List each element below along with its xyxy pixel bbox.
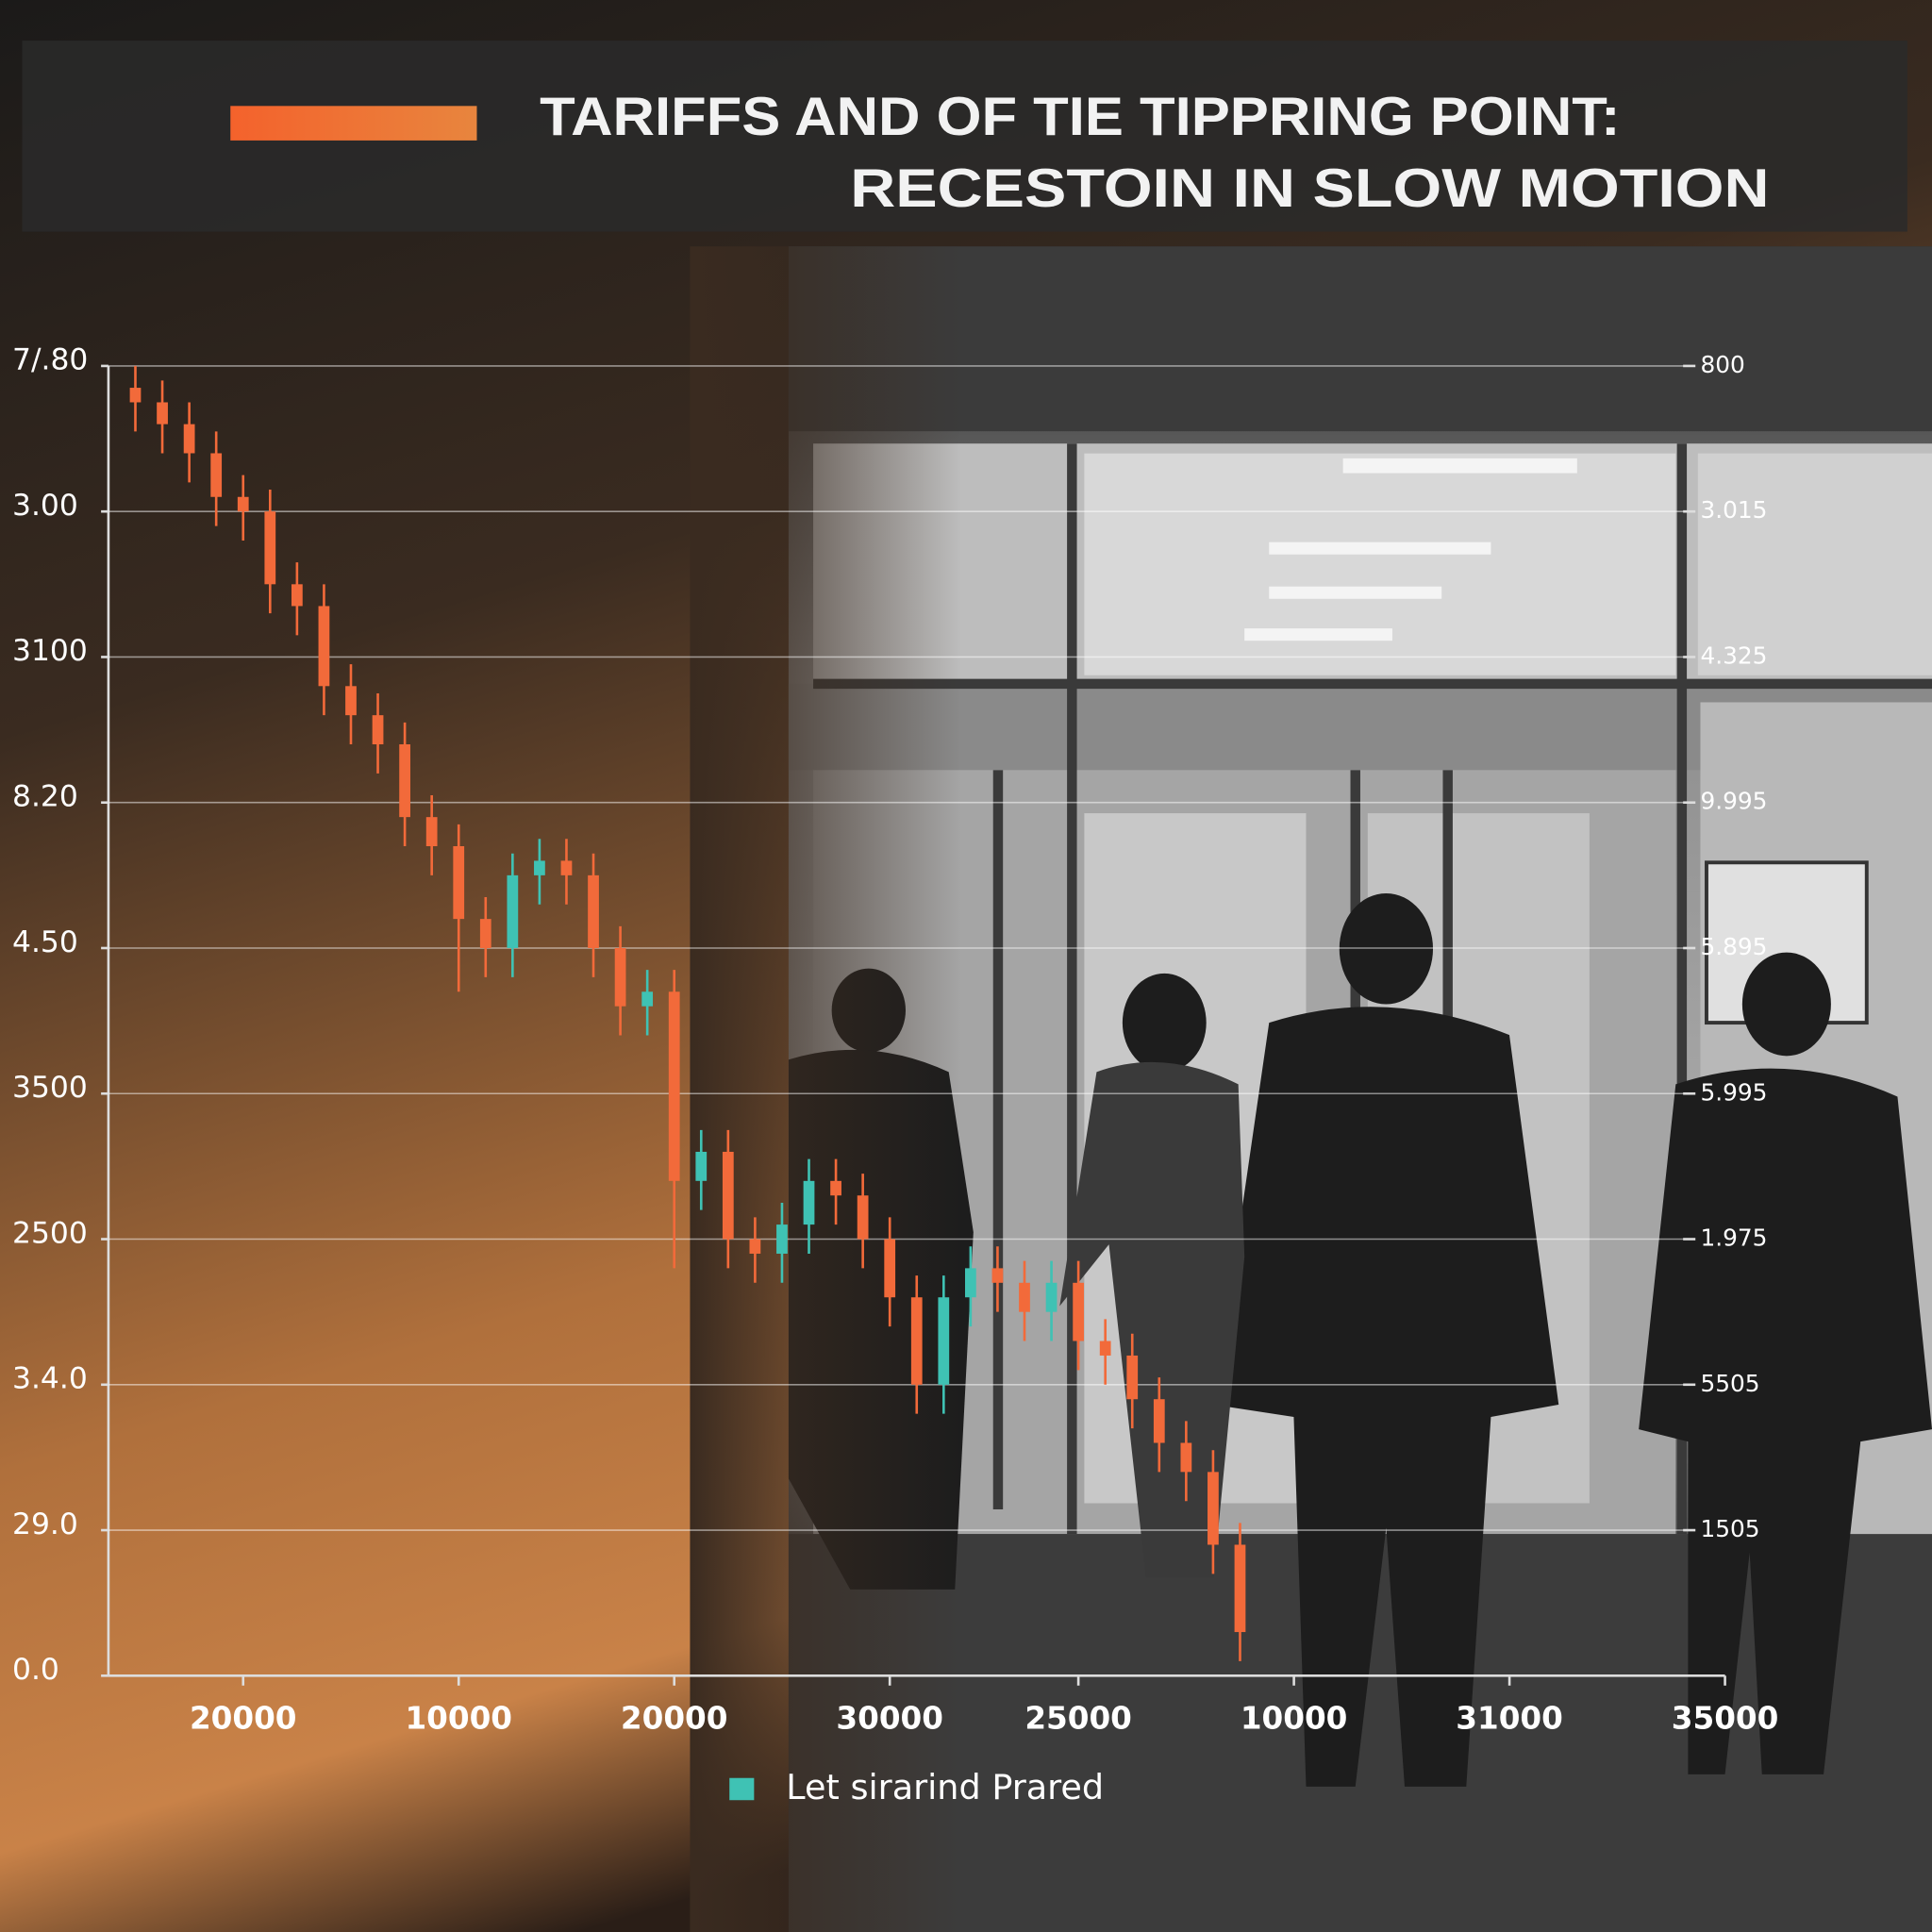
candle-body (991, 1268, 1004, 1283)
candle-body (183, 424, 195, 454)
candle-body (507, 874, 519, 948)
y2-tick-label: 4.325 (1700, 641, 1767, 669)
x-tick-label: 25000 (1024, 1700, 1132, 1736)
candle-body (1073, 1282, 1084, 1341)
title-accent (230, 106, 477, 141)
candle-body (588, 874, 599, 948)
x-tick-label: 30000 (836, 1700, 943, 1736)
candle-body (1208, 1472, 1219, 1545)
candle-body (372, 715, 384, 745)
y2-tick-label: 5505 (1700, 1370, 1759, 1397)
candle-body (1126, 1355, 1139, 1400)
x-tick-label: 10000 (405, 1700, 512, 1736)
candle-body (803, 1180, 815, 1225)
candle-body (560, 860, 573, 875)
candle-body (318, 606, 330, 687)
candle-body (830, 1180, 841, 1196)
candle-body (884, 1239, 896, 1298)
candle-body (614, 947, 626, 1007)
y-tick-label: 3.4.0 (12, 1362, 88, 1396)
y-tick-label: 3100 (12, 634, 88, 668)
candle-body (1234, 1544, 1246, 1633)
candle-body (291, 584, 303, 607)
y2-tick-label: 9.995 (1700, 788, 1767, 815)
y-tick-label: 3500 (12, 1071, 88, 1105)
candle-body (776, 1224, 788, 1254)
candle-body (345, 686, 357, 716)
candle-body (964, 1268, 976, 1298)
candle-body (453, 846, 465, 920)
candle-body (534, 860, 545, 875)
y-tick-label: 2500 (12, 1216, 88, 1250)
chart-title: TARIFFS AND OF TIE TIPPRING POINT: (540, 87, 1620, 147)
y-tick-label: 29.0 (12, 1507, 78, 1541)
candle-body (910, 1297, 923, 1385)
candle-body (264, 511, 276, 585)
y2-tick-label: 5.895 (1700, 933, 1767, 960)
x-tick-label: 20000 (190, 1700, 297, 1736)
y2-tick-label: 1.975 (1700, 1224, 1767, 1252)
candle-body (1180, 1442, 1192, 1473)
y-tick-label: 3.00 (12, 489, 78, 523)
candle-body (641, 991, 654, 1007)
candle-body (668, 991, 680, 1181)
candle-body (425, 817, 438, 847)
candle-body (1099, 1341, 1111, 1356)
legend-swatch (729, 1777, 755, 1801)
x-tick-label: 20000 (621, 1700, 728, 1736)
candle-body (129, 388, 142, 403)
chart-subtitle: RECESTOIN IN SLOW MOTION (850, 158, 1769, 219)
x-tick-label: 35000 (1672, 1700, 1779, 1736)
y-tick-label: 8.20 (12, 779, 78, 813)
candle-body (1019, 1282, 1030, 1312)
candle-body (857, 1195, 869, 1240)
x-tick-label: 10000 (1241, 1700, 1348, 1736)
y-tick-label: 7/.80 (12, 343, 88, 377)
candle-body (157, 402, 168, 425)
candle-body (938, 1297, 950, 1385)
candle-body (479, 919, 491, 948)
candle-body (1153, 1399, 1165, 1443)
y2-tick-label: 800 (1700, 351, 1744, 378)
candle-body (722, 1151, 734, 1240)
candle-body (749, 1239, 761, 1254)
candle-body (237, 496, 249, 512)
y2-tick-label: 3.015 (1700, 496, 1767, 524)
legend-label: Let sirarind Prared (786, 1767, 1104, 1807)
candle-body (695, 1151, 708, 1181)
x-tick-label: 31000 (1456, 1700, 1563, 1736)
candle-body (210, 453, 223, 497)
background-photo (690, 246, 1932, 1932)
candle-body (399, 744, 410, 818)
y-tick-label: 0.0 (12, 1653, 59, 1687)
y2-tick-label: 5.995 (1700, 1078, 1767, 1106)
y-tick-label: 4.50 (12, 925, 78, 959)
y2-tick-label: 1505 (1700, 1515, 1759, 1542)
candle-body (1045, 1282, 1058, 1312)
